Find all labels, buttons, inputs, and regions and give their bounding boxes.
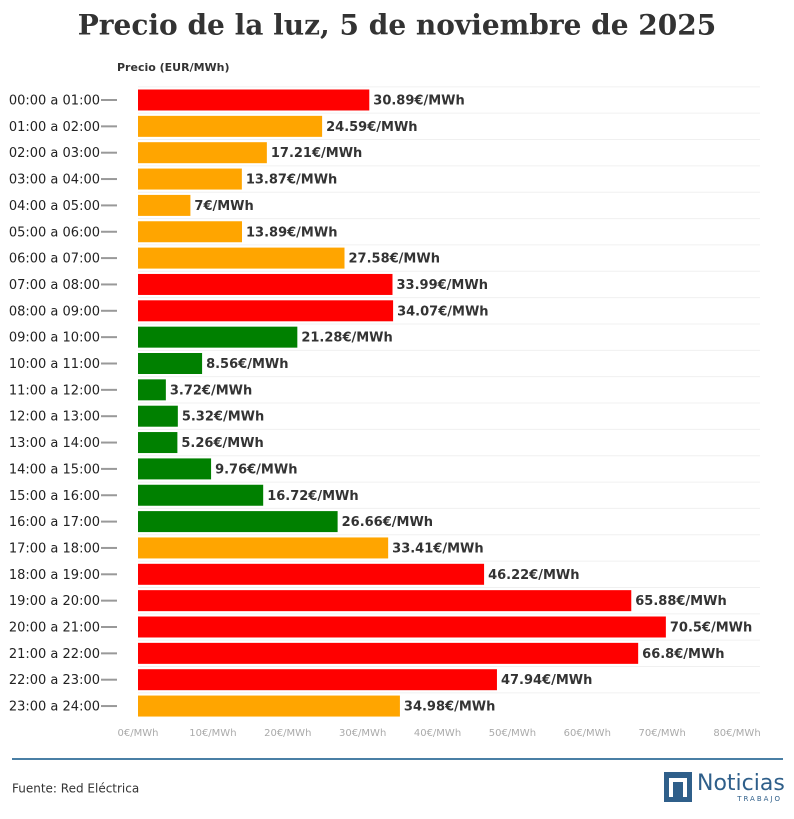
value-label: 30.89€/MWh	[373, 94, 464, 109]
bar	[138, 300, 394, 322]
y-tick-label: 10:00 a 11:00	[9, 357, 100, 372]
y-tick-label: 19:00 a 20:00	[9, 594, 100, 609]
axis-title: Precio (EUR/MWh)	[117, 61, 230, 74]
bar	[138, 669, 497, 691]
value-label: 7€/MWh	[194, 199, 253, 214]
y-tick-label: 04:00 a 05:00	[9, 199, 100, 214]
value-label: 8.56€/MWh	[206, 357, 288, 372]
bar	[138, 194, 191, 216]
value-label: 21.28€/MWh	[301, 331, 392, 346]
bar	[138, 221, 243, 243]
bar	[138, 458, 212, 480]
bar	[138, 353, 203, 374]
y-tick-label: 21:00 a 22:00	[9, 647, 100, 662]
value-label: 13.87€/MWh	[246, 173, 337, 188]
value-label: 5.32€/MWh	[182, 410, 264, 425]
value-label: 16.72€/MWh	[267, 489, 358, 504]
x-tick-label: 40€/MWh	[414, 728, 461, 739]
bar	[138, 326, 298, 348]
y-tick-label: 12:00 a 13:00	[9, 410, 100, 425]
y-tick-label: 13:00 a 14:00	[9, 436, 100, 451]
value-label: 27.58€/MWh	[349, 252, 440, 267]
bar	[138, 590, 632, 612]
value-label: 9.76€/MWh	[215, 462, 297, 477]
y-tick-label: 17:00 a 18:00	[9, 541, 100, 556]
source: Fuente: Red Eléctrica	[12, 782, 139, 796]
y-tick-label: 05:00 a 06:00	[9, 225, 100, 240]
bar	[138, 695, 400, 717]
value-label: 33.41€/MWh	[392, 541, 483, 556]
bar	[138, 379, 166, 401]
value-label: 47.94€/MWh	[501, 673, 592, 688]
y-tick-label: 06:00 a 07:00	[9, 252, 100, 267]
bar	[138, 405, 178, 427]
value-label: 34.98€/MWh	[404, 700, 495, 715]
bar	[138, 616, 666, 638]
value-label: 5.26€/MWh	[181, 436, 263, 451]
value-label: 34.07€/MWh	[397, 304, 488, 319]
logo-sub: TRABAJO	[736, 795, 782, 803]
bar	[138, 484, 264, 506]
bar	[138, 642, 639, 664]
x-tick-label: 10€/MWh	[189, 728, 236, 739]
y-tick-label: 03:00 a 04:00	[9, 173, 100, 188]
y-tick-label: 15:00 a 16:00	[9, 489, 100, 504]
bar	[138, 563, 485, 585]
x-tick-label: 80€/MWh	[713, 728, 760, 739]
logo-n	[669, 778, 687, 797]
bar	[138, 115, 323, 137]
value-label: 3.72€/MWh	[170, 383, 252, 398]
value-label: 33.99€/MWh	[397, 278, 488, 293]
bar	[138, 168, 242, 190]
bar	[138, 432, 178, 454]
y-tick-label: 09:00 a 10:00	[9, 331, 100, 346]
y-tick-label: 11:00 a 12:00	[9, 383, 100, 398]
bar	[138, 511, 338, 533]
bar	[138, 142, 267, 164]
y-tick-label: 16:00 a 17:00	[9, 515, 100, 530]
y-tick-label: 23:00 a 24:00	[9, 700, 100, 715]
logo-mark	[664, 772, 692, 802]
bar	[138, 537, 389, 559]
y-tick-label: 08:00 a 09:00	[9, 304, 100, 319]
y-tick-label: 07:00 a 08:00	[9, 278, 100, 293]
x-tick-label: 20€/MWh	[264, 728, 311, 739]
logo-text: Noticias	[697, 771, 785, 796]
value-label: 66.8€/MWh	[642, 647, 724, 662]
x-tick-label: 50€/MWh	[489, 728, 536, 739]
x-tick-label: 30€/MWh	[339, 728, 386, 739]
value-label: 46.22€/MWh	[488, 568, 579, 583]
value-label: 24.59€/MWh	[326, 120, 417, 135]
y-tick-label: 00:00 a 01:00	[9, 94, 100, 109]
y-tick-label: 20:00 a 21:00	[9, 621, 100, 636]
value-label: 65.88€/MWh	[635, 594, 726, 609]
y-tick-label: 22:00 a 23:00	[9, 673, 100, 688]
y-tick-label: 18:00 a 19:00	[9, 568, 100, 583]
x-tick-label: 0€/MWh	[118, 728, 159, 739]
y-tick-label: 14:00 a 15:00	[9, 462, 100, 477]
x-tick-label: 60€/MWh	[564, 728, 611, 739]
value-label: 13.89€/MWh	[246, 225, 337, 240]
x-tick-label: 70€/MWh	[638, 728, 685, 739]
y-tick-label: 01:00 a 02:00	[9, 120, 100, 135]
value-label: 70.5€/MWh	[670, 621, 752, 636]
chart-title: Precio de la luz, 5 de noviembre de 2025	[78, 9, 717, 42]
y-tick-label: 02:00 a 03:00	[9, 146, 100, 161]
value-label: 17.21€/MWh	[271, 146, 362, 161]
bar	[138, 247, 345, 269]
bar	[138, 89, 370, 111]
value-label: 26.66€/MWh	[342, 515, 433, 530]
bar	[138, 273, 393, 295]
